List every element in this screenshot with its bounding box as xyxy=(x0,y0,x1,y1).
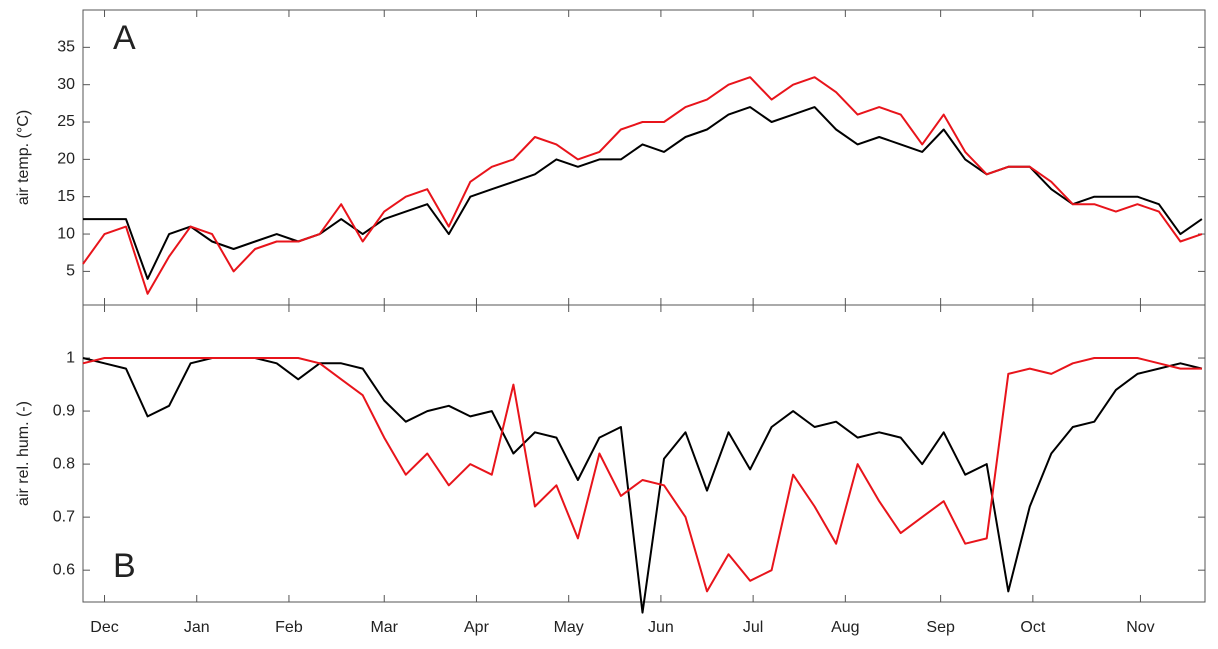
x-tick-label: Jan xyxy=(184,619,210,636)
y-axis-label: air temp. (°C) xyxy=(15,110,32,205)
y-tick-label: 35 xyxy=(57,39,75,56)
y-tick-label: 30 xyxy=(57,76,75,93)
x-tick-label: Feb xyxy=(275,619,303,636)
y-tick-label: 0.7 xyxy=(53,508,75,525)
x-tick-label: May xyxy=(554,619,584,636)
x-tick-label: Jul xyxy=(743,619,763,636)
x-tick-label: Jun xyxy=(648,619,674,636)
panel-label: A xyxy=(113,19,136,57)
y-tick-label: 0.9 xyxy=(53,402,75,419)
x-tick-label: Aug xyxy=(831,619,859,636)
y-tick-label: 5 xyxy=(66,263,75,280)
x-tick-label: Dec xyxy=(90,619,118,636)
plot-frame xyxy=(82,304,1206,603)
plot-frame xyxy=(82,9,1206,306)
panel-label: B xyxy=(113,547,136,585)
x-tick-label: Oct xyxy=(1020,619,1045,636)
y-tick-label: 10 xyxy=(57,225,75,242)
y-tick-label: 25 xyxy=(57,113,75,130)
y-tick-label: 0.6 xyxy=(53,561,75,578)
series-line xyxy=(82,76,1203,295)
series-line xyxy=(82,357,1202,593)
y-tick-label: 1 xyxy=(66,349,75,366)
y-tick-label: 0.8 xyxy=(53,455,75,472)
x-tick-label: Mar xyxy=(370,619,398,636)
x-tick-label: Nov xyxy=(1126,619,1154,636)
y-tick-label: 15 xyxy=(57,188,75,205)
y-axis-label: air rel. hum. (-) xyxy=(15,401,32,506)
series-line xyxy=(82,357,1203,614)
x-tick-label: Apr xyxy=(464,619,490,636)
y-tick-label: 20 xyxy=(57,151,75,168)
x-tick-label: Sep xyxy=(926,619,955,636)
